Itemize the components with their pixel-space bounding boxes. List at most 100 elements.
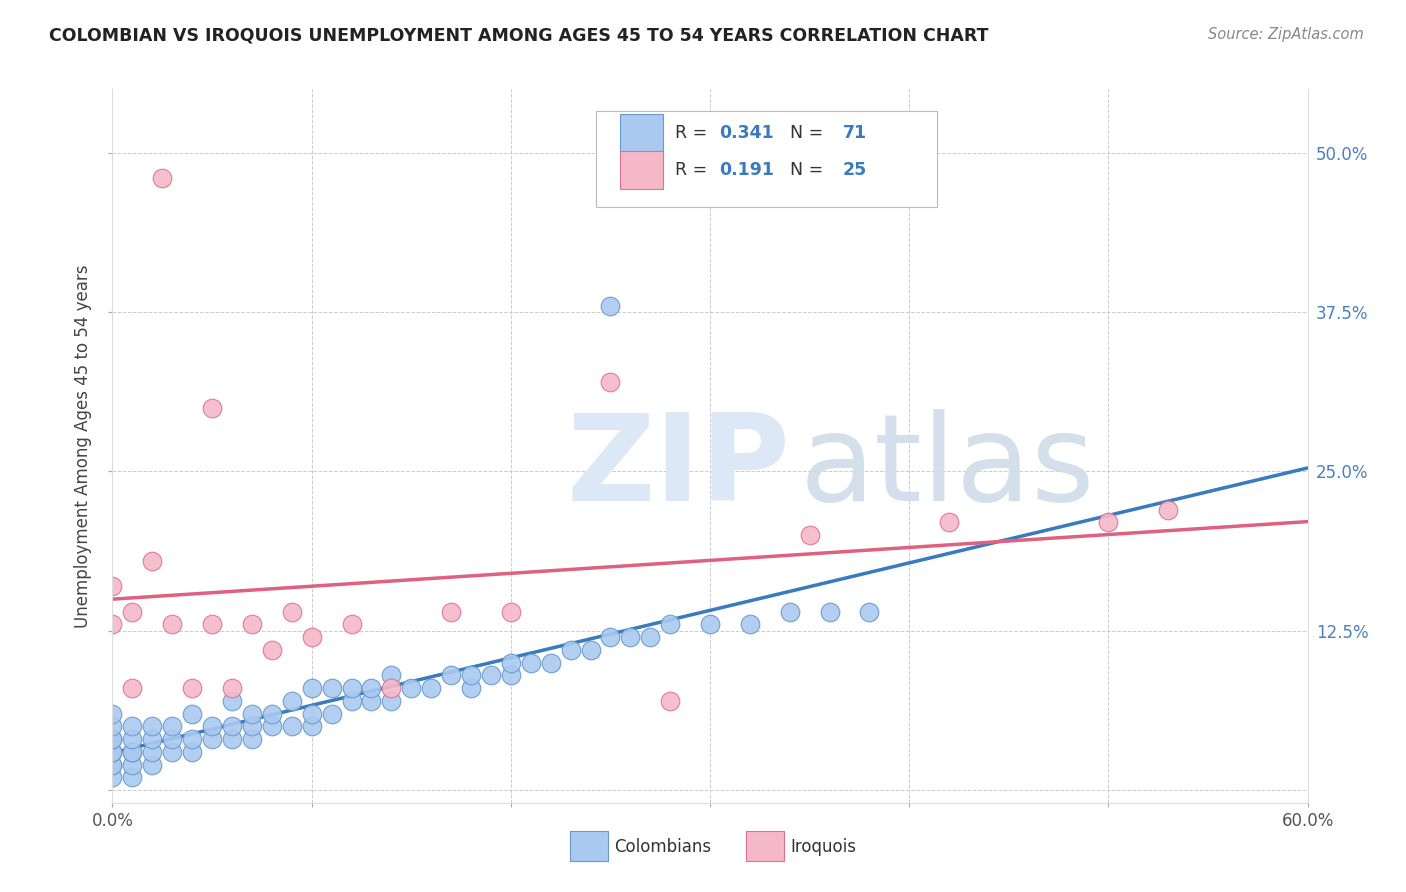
Point bbox=[101, 757, 124, 772]
Point bbox=[162, 617, 183, 632]
Point bbox=[301, 630, 323, 644]
Point bbox=[699, 617, 721, 632]
Point bbox=[201, 732, 224, 747]
Point bbox=[479, 668, 502, 682]
Point bbox=[101, 770, 124, 784]
Point bbox=[260, 643, 283, 657]
Point bbox=[141, 745, 163, 759]
Point bbox=[281, 605, 304, 619]
Point bbox=[1157, 502, 1180, 516]
Point bbox=[340, 617, 363, 632]
Point bbox=[520, 656, 543, 670]
Point bbox=[101, 579, 124, 593]
Point bbox=[499, 605, 522, 619]
Text: ZIP: ZIP bbox=[567, 409, 790, 526]
Point bbox=[659, 694, 682, 708]
Point bbox=[640, 630, 662, 644]
Point bbox=[321, 681, 343, 695]
Text: N =: N = bbox=[779, 124, 830, 142]
Point bbox=[499, 668, 522, 682]
Point bbox=[599, 376, 621, 390]
Text: R =: R = bbox=[675, 124, 713, 142]
Point bbox=[858, 605, 880, 619]
Point bbox=[420, 681, 443, 695]
Point bbox=[141, 719, 163, 733]
Text: 71: 71 bbox=[842, 124, 868, 142]
Point bbox=[101, 706, 124, 721]
Point bbox=[380, 694, 402, 708]
Point bbox=[121, 681, 143, 695]
Point bbox=[938, 516, 960, 530]
Point bbox=[221, 694, 243, 708]
Point bbox=[779, 605, 801, 619]
Point bbox=[579, 643, 602, 657]
Point bbox=[799, 528, 821, 542]
Point bbox=[401, 681, 423, 695]
Point bbox=[181, 732, 204, 747]
Point bbox=[659, 617, 682, 632]
Point bbox=[240, 617, 263, 632]
Point bbox=[150, 171, 173, 186]
Point bbox=[360, 681, 382, 695]
Point bbox=[340, 681, 363, 695]
FancyBboxPatch shape bbox=[620, 151, 664, 189]
Point bbox=[162, 745, 183, 759]
Text: 0.191: 0.191 bbox=[720, 161, 775, 179]
FancyBboxPatch shape bbox=[620, 114, 664, 153]
Point bbox=[201, 401, 224, 415]
FancyBboxPatch shape bbox=[571, 831, 609, 862]
Point bbox=[560, 643, 582, 657]
Point bbox=[260, 719, 283, 733]
Point bbox=[499, 656, 522, 670]
Point bbox=[301, 719, 323, 733]
Point bbox=[181, 681, 204, 695]
Point bbox=[1097, 516, 1119, 530]
Point bbox=[141, 554, 163, 568]
Text: 25: 25 bbox=[842, 161, 868, 179]
Point bbox=[221, 719, 243, 733]
Point bbox=[101, 617, 124, 632]
Point bbox=[121, 745, 143, 759]
Point bbox=[101, 745, 124, 759]
Point bbox=[101, 732, 124, 747]
Point bbox=[440, 668, 463, 682]
Point bbox=[101, 732, 124, 747]
Text: COLOMBIAN VS IROQUOIS UNEMPLOYMENT AMONG AGES 45 TO 54 YEARS CORRELATION CHART: COLOMBIAN VS IROQUOIS UNEMPLOYMENT AMONG… bbox=[49, 27, 988, 45]
Text: N =: N = bbox=[779, 161, 830, 179]
Point bbox=[440, 605, 463, 619]
FancyBboxPatch shape bbox=[747, 831, 785, 862]
Point bbox=[818, 605, 841, 619]
Point bbox=[540, 656, 562, 670]
Point bbox=[321, 706, 343, 721]
Point bbox=[201, 617, 224, 632]
Point bbox=[121, 605, 143, 619]
Point bbox=[301, 681, 323, 695]
Point bbox=[221, 681, 243, 695]
Point bbox=[738, 617, 761, 632]
Point bbox=[360, 694, 382, 708]
Text: 0.341: 0.341 bbox=[720, 124, 775, 142]
Point bbox=[181, 706, 204, 721]
Point bbox=[340, 694, 363, 708]
Point bbox=[221, 732, 243, 747]
Point bbox=[380, 681, 402, 695]
Point bbox=[101, 745, 124, 759]
Point bbox=[101, 719, 124, 733]
Point bbox=[240, 732, 263, 747]
Point bbox=[121, 757, 143, 772]
Point bbox=[281, 719, 304, 733]
Point bbox=[240, 719, 263, 733]
Point bbox=[201, 719, 224, 733]
Point bbox=[101, 757, 124, 772]
Point bbox=[599, 299, 621, 313]
Text: R =: R = bbox=[675, 161, 713, 179]
Point bbox=[181, 745, 204, 759]
FancyBboxPatch shape bbox=[596, 111, 938, 207]
Point bbox=[121, 732, 143, 747]
Point bbox=[121, 719, 143, 733]
Point bbox=[141, 732, 163, 747]
Text: Source: ZipAtlas.com: Source: ZipAtlas.com bbox=[1208, 27, 1364, 42]
Text: Iroquois: Iroquois bbox=[790, 838, 856, 856]
Text: atlas: atlas bbox=[800, 409, 1095, 526]
Point bbox=[240, 706, 263, 721]
